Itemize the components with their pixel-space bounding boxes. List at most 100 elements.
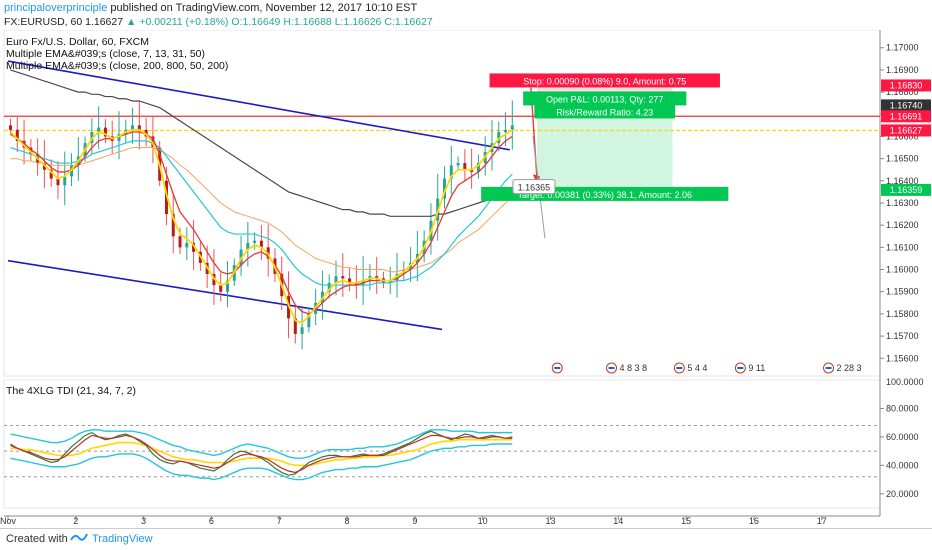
candle-body[interactable] — [63, 176, 67, 186]
ema-31-line[interactable] — [10, 140, 513, 286]
candle-body[interactable] — [327, 282, 331, 292]
quote-line: FX:EURUSD, 60 1.16627 ▲ +0.00211 (+0.18%… — [4, 16, 433, 28]
candle-body[interactable] — [226, 280, 229, 292]
legend-ema-1: Multiple EMA&#039;s (close, 7, 13, 31, 5… — [6, 48, 206, 60]
candle-body[interactable] — [354, 282, 358, 286]
candle-body[interactable] — [470, 169, 474, 172]
event-flag-stripe — [825, 367, 832, 369]
candle-body[interactable] — [341, 276, 345, 279]
candle-body[interactable] — [504, 129, 508, 133]
ohlc-values: O:1.16649 H:1.16688 L:1.16626 C:1.16627 — [231, 16, 433, 28]
tradingview-brand[interactable]: TradingView — [92, 533, 153, 545]
channel-upper-line[interactable] — [7, 60, 510, 151]
tdi-green-line[interactable] — [10, 430, 513, 476]
candle-body[interactable] — [348, 278, 352, 283]
time-tick-label: 2 — [73, 516, 78, 526]
tdi-band-lower[interactable] — [10, 443, 513, 481]
candle-body[interactable] — [219, 285, 223, 292]
price-tick-label: 1.15800 — [886, 309, 919, 319]
price-tag-box[interactable] — [512, 179, 556, 195]
event-marker-label: 2 28 3 — [837, 363, 862, 373]
ema-7-line[interactable] — [9, 128, 513, 324]
candle-body[interactable] — [56, 178, 60, 186]
price-marker-box — [881, 99, 931, 112]
time-tick-label: 9 — [412, 516, 417, 526]
time-tick-label: 6 — [209, 516, 214, 526]
legend-title: Euro Fx/U.S. Dollar, 60, FXCM — [6, 36, 149, 48]
candle-body[interactable] — [510, 125, 514, 130]
price-tick-label: 1.16900 — [886, 65, 919, 75]
tdi-tick-label: 80.0000 — [886, 403, 919, 413]
price-marker-box — [881, 124, 931, 137]
price-pane[interactable] — [3, 30, 881, 377]
candle-body[interactable] — [185, 242, 189, 248]
risk-reward-label-box[interactable] — [534, 104, 676, 119]
candle-body[interactable] — [463, 163, 467, 170]
ema-13-line[interactable] — [10, 131, 513, 315]
price-marker-box — [881, 110, 931, 123]
channel-lower-line[interactable] — [7, 259, 443, 331]
candle-body[interactable] — [144, 129, 148, 137]
event-flag-stripe — [554, 367, 561, 369]
tdi-red-line[interactable] — [10, 434, 513, 474]
candle-body[interactable] — [449, 165, 453, 179]
price-marker-label: 1.16627 — [890, 125, 923, 135]
tdi-tick-label: 40.0000 — [886, 460, 919, 470]
candle-body[interactable] — [253, 240, 257, 243]
candle-body[interactable] — [259, 240, 263, 248]
candle-body[interactable] — [246, 242, 250, 250]
price-tick-label: 1.16100 — [886, 242, 919, 252]
tdi-pane[interactable] — [3, 379, 881, 509]
candle-body[interactable] — [443, 178, 446, 199]
stop-label: Stop: 0.00090 (0.08%) 9.0, Amount: 0.75 — [523, 76, 686, 86]
tradingview-logo-icon — [70, 531, 88, 546]
target-zone[interactable] — [536, 105, 673, 190]
candle-body[interactable] — [171, 214, 175, 237]
stop-label-box[interactable] — [489, 73, 720, 88]
candle-body[interactable] — [192, 242, 196, 252]
price-tick-label: 1.16500 — [886, 154, 919, 164]
legend-tdi: The 4XLG TDI (21, 34, 7, 2) — [6, 385, 136, 397]
price-tick-label: 1.16400 — [886, 176, 919, 186]
candle-body[interactable] — [137, 125, 141, 130]
author-link[interactable]: principaloverprinciple — [4, 2, 108, 14]
candle-body[interactable] — [300, 327, 304, 334]
candle-body[interactable] — [307, 313, 311, 328]
last-price: 1.16627 — [85, 16, 124, 28]
candle-body[interactable] — [375, 276, 379, 279]
price-tick-label: 1.15700 — [886, 331, 919, 341]
price-tick-label: 1.15600 — [886, 353, 919, 363]
price-marker-label: 1.16830 — [890, 80, 923, 90]
candle-body[interactable] — [388, 280, 392, 283]
candle-body[interactable] — [395, 273, 399, 281]
time-tick-label: 8 — [345, 516, 350, 526]
ema-200-line[interactable] — [10, 69, 513, 217]
price-marker-box — [881, 183, 931, 196]
pnl-label-box[interactable] — [523, 91, 687, 106]
price-marker-box — [881, 79, 931, 92]
candle-body[interactable] — [49, 169, 53, 179]
publish-text: published on TradingView.com, November 1… — [110, 2, 418, 14]
event-flag-stripe — [676, 367, 683, 369]
time-tick-label: 10 — [478, 516, 488, 526]
candle-body[interactable] — [97, 127, 101, 133]
candle-body[interactable] — [334, 276, 338, 283]
candle-body[interactable] — [15, 129, 19, 141]
ema-50-line[interactable] — [10, 147, 513, 273]
event-marker-label: 4 8 3 8 — [620, 363, 648, 373]
price-tick-label: 1.16000 — [886, 265, 919, 275]
candle-body[interactable] — [117, 134, 121, 141]
candle-body[interactable] — [103, 127, 107, 137]
chart-canvas[interactable]: 1.170001.169001.168001.167001.166001.165… — [0, 30, 932, 528]
candle-body[interactable] — [293, 318, 297, 334]
candle-body[interactable] — [131, 125, 135, 130]
candle-body[interactable] — [456, 163, 460, 166]
tdi-band-upper[interactable] — [10, 429, 513, 459]
time-tick-label: 15 — [681, 516, 691, 526]
candle-body[interactable] — [9, 125, 12, 130]
time-tick-label: 16 — [749, 516, 759, 526]
price-marker-label: 1.16740 — [890, 100, 923, 110]
candle-body[interactable] — [178, 236, 182, 248]
candle-body[interactable] — [497, 132, 501, 144]
candle-body[interactable] — [476, 163, 480, 172]
